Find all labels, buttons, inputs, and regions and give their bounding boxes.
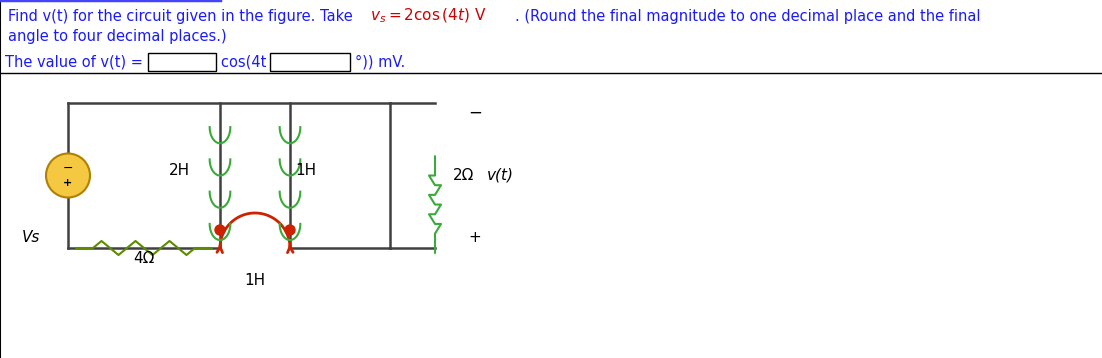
Text: 2Ω: 2Ω [453,168,474,183]
Text: 2H: 2H [169,163,190,178]
Text: $v_s = 2\cos\left(4t\right)\ \mathrm{V}$: $v_s = 2\cos\left(4t\right)\ \mathrm{V}$ [370,7,486,25]
Text: −: − [63,162,73,175]
Text: . (Round the final magnitude to one decimal place and the final: . (Round the final magnitude to one deci… [515,9,981,24]
Text: °)) mV.: °)) mV. [355,54,406,69]
Text: Vs: Vs [22,231,40,246]
Text: v(t): v(t) [487,168,514,183]
Text: +: + [64,178,73,188]
Circle shape [215,225,225,235]
Text: +: + [468,231,482,246]
Text: cos(4t + (: cos(4t + ( [222,54,293,69]
Circle shape [285,225,295,235]
Bar [148,53,216,71]
Circle shape [46,154,90,198]
Bar [270,53,350,71]
Text: angle to four decimal places.): angle to four decimal places.) [8,29,227,44]
Text: 4Ω: 4Ω [133,251,154,266]
Text: 1H: 1H [245,273,266,288]
Text: −: − [468,104,482,122]
Text: The value of v(t) =: The value of v(t) = [6,54,143,69]
Text: Find v(t) for the circuit given in the figure. Take: Find v(t) for the circuit given in the f… [8,9,361,24]
Text: 1H: 1H [295,163,316,178]
